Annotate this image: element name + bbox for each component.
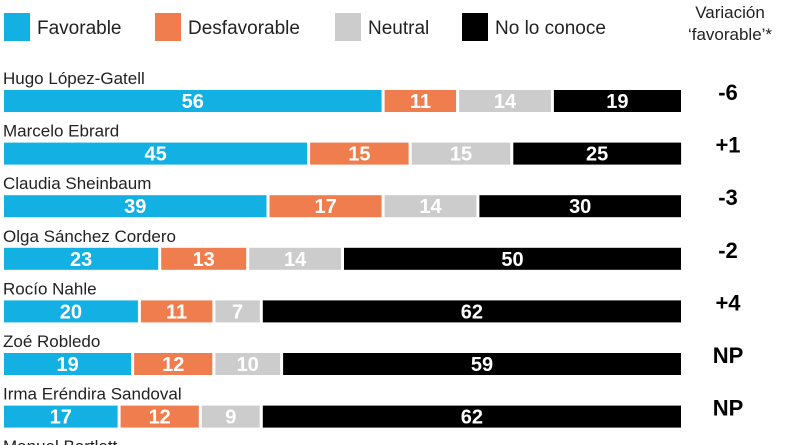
row-name: Manuel Bartlett (3, 437, 118, 445)
bar-label-no-lo-conoce: 25 (586, 144, 608, 166)
bar-no-lo-conoce (344, 247, 681, 270)
bar-favorable (4, 405, 118, 428)
bar-label-no-lo-conoce: 62 (461, 407, 483, 429)
row-manuel-bartlett: Manuel Bartlett (3, 437, 118, 445)
bar-neutral (411, 142, 511, 165)
row-name: Rocío Nahle (3, 279, 97, 298)
bar-label-no-lo-conoce: 59 (471, 354, 493, 376)
row-hugo-lopez-gatell: Hugo López-Gatell 56 11 14 19 -6 (3, 69, 738, 113)
bar-label-neutral: 9 (225, 407, 236, 429)
bar-label-desfavorable: 11 (166, 301, 187, 323)
bar-label-favorable: 23 (70, 249, 92, 271)
bar-desfavorable (310, 142, 409, 165)
bar-no-lo-conoce (262, 300, 681, 323)
bar-label-neutral: 15 (450, 144, 472, 166)
bar-neutral (249, 247, 341, 270)
variation-value: NP (713, 343, 744, 368)
variation-value: -3 (718, 185, 738, 210)
bar-favorable (4, 353, 132, 375)
bar-label-favorable: 45 (144, 144, 166, 166)
legend-label-neutral: Neutral (368, 18, 429, 39)
bar-no-lo-conoce (553, 90, 681, 112)
bar-label-favorable: 17 (50, 407, 72, 429)
bar-desfavorable (161, 247, 247, 270)
bar-label-desfavorable: 17 (314, 196, 336, 218)
row-marcelo-ebrard: Marcelo Ebrard 45 15 15 25 +1 (3, 122, 741, 166)
variation-header-line-1: Variación (695, 3, 765, 22)
row-name: Claudia Sheinbaum (3, 174, 151, 193)
legend-label-favorable: Favorable (37, 18, 122, 39)
bar-desfavorable (140, 300, 213, 323)
row-claudia-sheinbaum: Claudia Sheinbaum 39 17 14 30 -3 (3, 174, 738, 218)
bar-label-no-lo-conoce: 30 (569, 196, 591, 218)
bar-label-desfavorable: 15 (348, 144, 370, 166)
variation-header: Variación ‘favorable’* (688, 3, 772, 44)
chart-rows: Hugo López-Gatell 56 11 14 19 -6 Marcelo Ebrar… (3, 69, 743, 445)
row-zoe-robledo: Zoé Robledo 19 12 10 59 NP (3, 332, 743, 376)
bar-label-neutral: 14 (494, 91, 517, 113)
bar-neutral (384, 195, 477, 218)
row-irma-erendira-sandoval: Irma Eréndira Sandoval 17 12 9 62 NP (3, 385, 743, 429)
legend-swatch-favorable (4, 13, 30, 41)
bar-label-no-lo-conoce: 19 (606, 91, 628, 113)
bar-favorable (4, 142, 308, 165)
bar-label-favorable: 20 (60, 301, 82, 323)
bar-label-favorable: 56 (182, 91, 204, 113)
bar-label-desfavorable: 12 (162, 354, 184, 376)
bar-label-favorable: 39 (124, 196, 146, 218)
legend-swatch-no-lo-conoce (462, 13, 488, 41)
variation-header-line-2: ‘favorable’* (688, 25, 772, 44)
legend-label-no-lo-conoce: No lo conoce (495, 18, 606, 39)
row-name: Hugo López-Gatell (3, 69, 145, 88)
bar-neutral (459, 90, 551, 112)
bar-no-lo-conoce (262, 405, 681, 428)
variation-value: NP (713, 396, 744, 421)
bar-desfavorable (120, 405, 199, 428)
bar-favorable (4, 90, 382, 112)
bar-label-no-lo-conoce: 50 (501, 249, 523, 271)
legend-swatch-desfavorable (155, 13, 181, 41)
row-name: Olga Sánchez Cordero (3, 227, 176, 246)
bar-label-neutral: 14 (419, 196, 442, 218)
bar-favorable (4, 247, 159, 270)
bar-neutral (201, 405, 260, 428)
variation-value: -2 (718, 238, 738, 263)
legend-swatch-neutral (335, 13, 361, 41)
bar-label-desfavorable: 12 (149, 407, 171, 429)
bar-label-neutral: 14 (284, 249, 307, 271)
bar-no-lo-conoce (513, 142, 682, 165)
variation-value: +4 (715, 290, 741, 315)
bar-desfavorable (384, 90, 457, 112)
row-name: Zoé Robledo (3, 332, 100, 351)
variation-value: -6 (718, 80, 738, 105)
bar-label-no-lo-conoce: 62 (461, 301, 483, 323)
row-olga-sanchez-cordero: Olga Sánchez Cordero 23 13 14 50 -2 (3, 227, 738, 271)
bar-no-lo-conoce (283, 353, 681, 375)
legend-label-desfavorable: Desfavorable (188, 18, 300, 39)
bar-label-favorable: 19 (56, 354, 78, 376)
row-rocio-nahle: Rocío Nahle 20 11 7 62 +4 (3, 279, 741, 323)
legend: Favorable Desfavorable Neutral No lo conoce (4, 13, 606, 41)
bar-label-desfavorable: 11 (410, 91, 431, 113)
bar-no-lo-conoce (479, 195, 681, 218)
bar-label-desfavorable: 13 (193, 249, 215, 271)
bar-desfavorable (269, 195, 382, 218)
row-name: Marcelo Ebrard (3, 122, 119, 141)
bar-favorable (4, 195, 267, 218)
bar-desfavorable (134, 353, 213, 375)
bar-label-neutral: 7 (232, 301, 243, 323)
bar-neutral (215, 353, 281, 375)
bar-favorable (4, 300, 138, 323)
bar-label-neutral: 10 (237, 354, 259, 376)
variation-value: +1 (715, 133, 740, 158)
bar-neutral (215, 300, 260, 323)
row-name: Irma Eréndira Sandoval (3, 385, 182, 404)
